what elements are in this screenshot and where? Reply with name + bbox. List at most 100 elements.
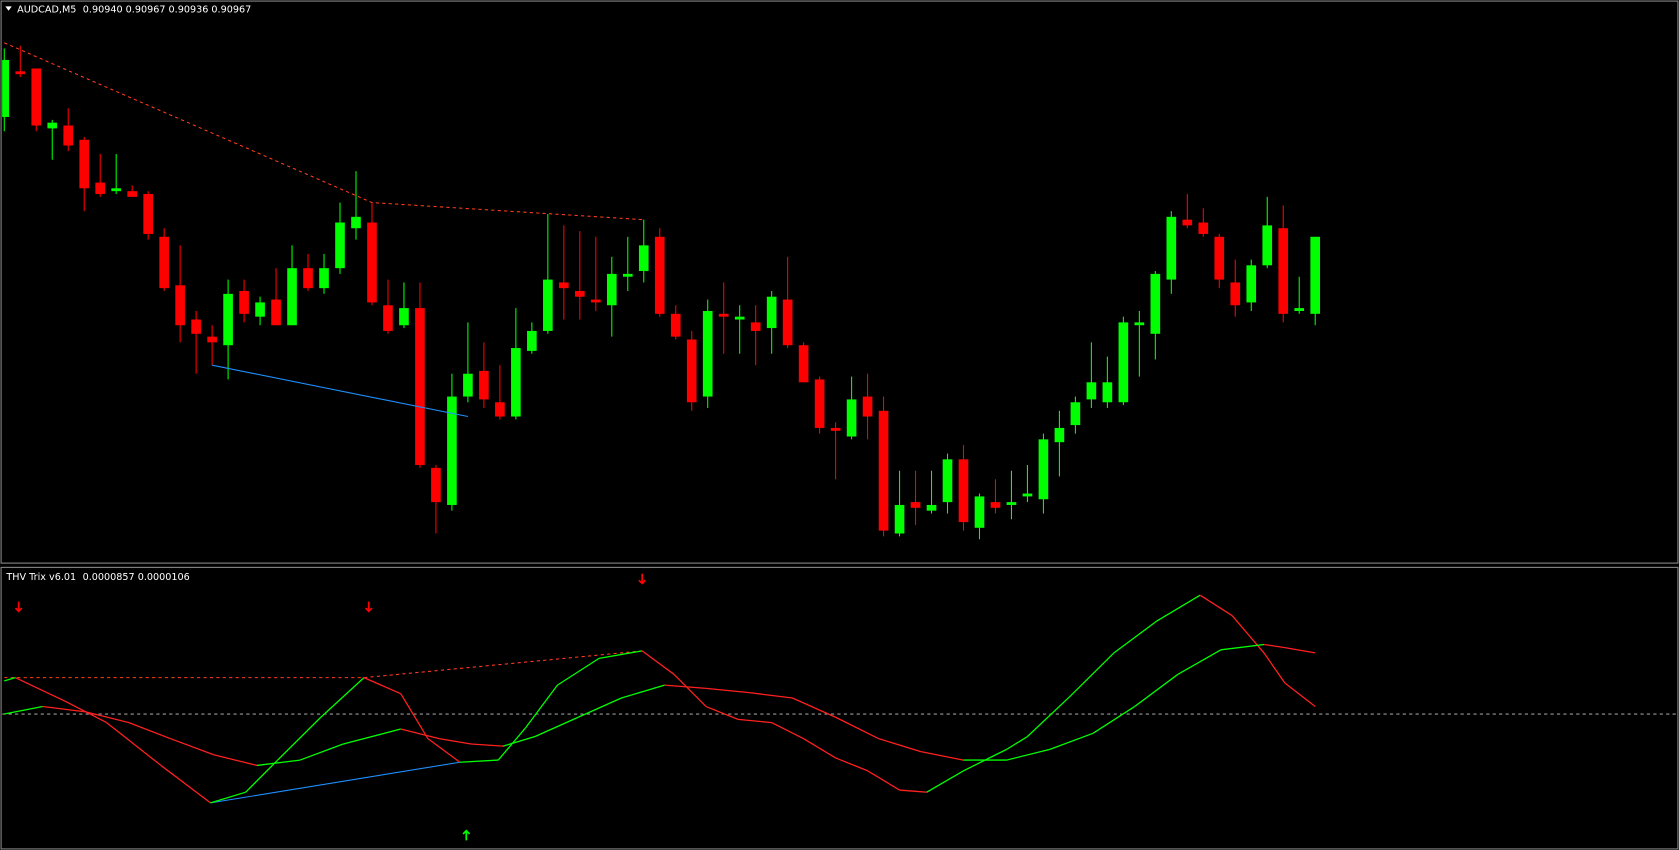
candle-body [463,373,473,397]
candle-body [1278,228,1289,314]
candle-body [111,188,122,192]
candle-body [1134,322,1145,326]
candle-body [622,273,633,277]
indicator-segment [524,684,558,729]
candle-body [1006,502,1017,505]
candle-body [191,319,201,334]
candle-body [974,496,985,528]
candle-body [1166,216,1177,280]
signal-arrow [462,829,471,841]
indicator-segment [534,716,579,738]
candle-body [1150,273,1161,334]
indicator-segment [42,705,86,713]
indicator-segment [878,738,921,753]
price-panel-frame [0,0,1679,564]
candle-body [223,293,233,346]
candle-body [159,236,169,289]
trendline [212,364,469,418]
indicator-segment [299,743,344,761]
candle-body [255,302,265,317]
candle-body [15,71,26,75]
indicator-segment [1006,748,1050,761]
candle-body [1022,493,1033,497]
indicator-segment [85,711,130,724]
indicator-segment [256,759,301,767]
indicator-segment [170,738,214,756]
indicator-segment [427,738,461,763]
indicator-segment [835,716,880,740]
candle-body [143,193,153,234]
candle-body [1294,308,1305,311]
indicator-panel [2,594,1678,804]
indicator-segment [1284,647,1316,654]
indicator-segment [1263,643,1285,649]
candle-body [1182,219,1193,226]
indicator-segment [926,770,964,793]
candle-body [1310,236,1321,314]
candle-body [1102,382,1113,403]
candle-body [878,410,889,531]
candle-body [383,305,393,331]
candle-body [127,191,137,197]
candle-body [638,245,649,272]
panel-menu-icon[interactable] [5,6,12,11]
indicator-segment [1284,682,1316,707]
candle-body [1262,225,1273,266]
indicator-segment [1070,652,1115,697]
signal-arrow [14,601,23,613]
candle-body [894,504,905,534]
candle-body [926,504,937,511]
candle-body [1086,382,1097,400]
indicator-segment [1027,695,1072,737]
candle-body [367,222,377,303]
candle-body [990,502,1001,508]
indicator-segment [899,789,927,793]
indicator-segment [1177,649,1222,675]
candle-body [399,308,409,326]
indicator-segment [1092,706,1135,734]
candle-body [319,268,329,289]
candle-body [511,348,521,417]
candle-body [830,427,841,431]
candle-body [814,379,825,428]
signal-arrow [638,573,646,585]
indicator-segment [835,757,868,772]
candle-body [271,299,281,326]
indicator-segment [1231,615,1265,654]
indicator-segment [1199,594,1233,617]
candle-body [862,396,873,417]
candle-body [750,322,761,331]
indicator-segment [738,718,772,724]
candle-body [942,459,953,503]
indicator-segment [106,722,162,766]
candle-body [495,402,505,417]
candle-body [846,399,857,437]
candle-body [63,125,74,146]
candle-body [527,330,537,351]
indicator-segment [1134,673,1179,708]
candle-body [734,316,745,320]
indicator-segment [749,691,793,699]
candle-body [910,502,921,508]
symbol-title: AUDCAD,M5 [17,5,76,16]
indicator-segment [673,673,707,708]
indicator-segment [705,705,739,720]
indicator-segment [128,722,171,740]
candle-body [1230,282,1241,306]
candle-body [447,396,457,505]
candle-body [686,339,697,403]
indicator-segment [459,759,499,763]
candle-body [782,299,793,346]
candle-body [1054,427,1065,443]
candle-body [670,313,681,337]
candle-body [718,313,729,317]
candle-body [95,182,106,194]
indicator-segment [502,735,536,747]
candle-body [287,268,297,326]
indicator-segment [471,743,504,747]
candle-body [79,139,90,189]
indicator-segment [363,677,402,695]
